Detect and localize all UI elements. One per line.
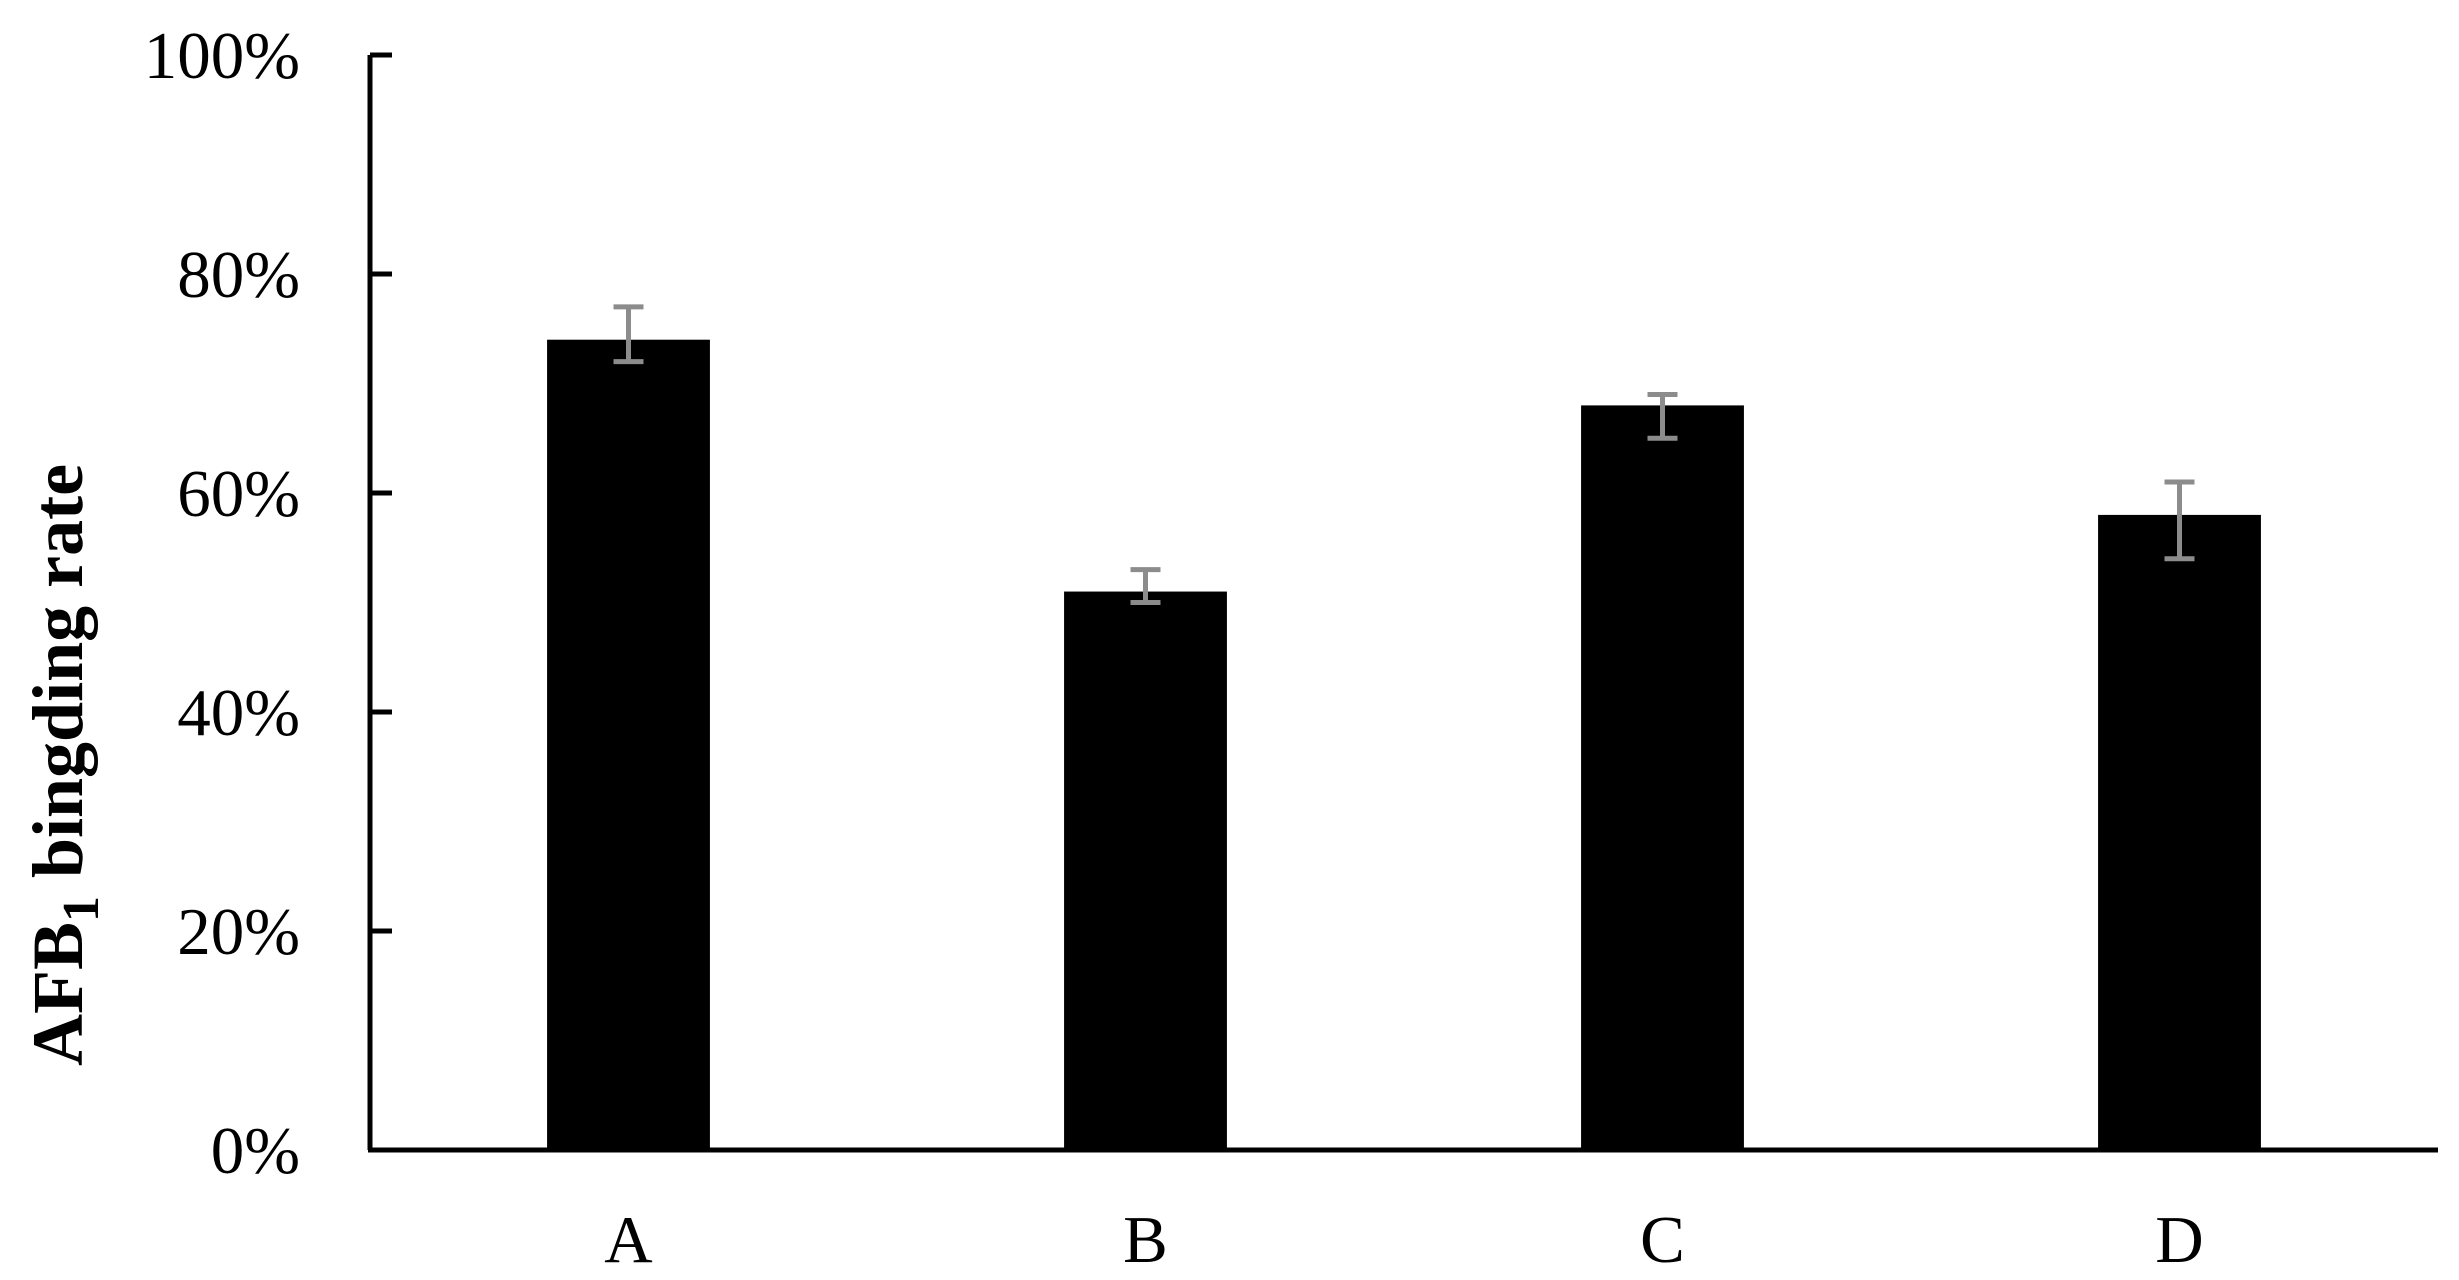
y-tick-label: 60% xyxy=(177,457,300,531)
y-axis-title-subscript: 1 xyxy=(53,896,110,922)
x-tick-label-c: C xyxy=(1640,1203,1685,1277)
bar-d xyxy=(2098,514,2261,1150)
error-bar-c xyxy=(1647,391,1678,441)
y-tick-label: 0% xyxy=(211,1114,300,1188)
y-tick-label: 100% xyxy=(144,19,300,93)
bar-c xyxy=(1581,405,1744,1150)
error-bar-a xyxy=(613,304,644,365)
axes-layer xyxy=(367,55,2438,1153)
x-tick-label-a: A xyxy=(604,1203,652,1277)
y-axis-title-main: AFB xyxy=(18,922,98,1066)
error-bar-d xyxy=(2164,479,2195,562)
y-tick-label: 20% xyxy=(177,895,300,969)
bar-b xyxy=(1064,591,1227,1150)
error-bars-layer xyxy=(613,304,2195,605)
y-tick-label: 80% xyxy=(177,238,300,312)
y-ticks-layer: 0% 20% 40% 60% 80% 100% xyxy=(144,19,392,1188)
x-tick-label-b: B xyxy=(1123,1203,1168,1277)
x-labels-layer: A B C D xyxy=(604,1203,2203,1277)
bars-layer xyxy=(547,339,2261,1150)
y-tick-label: 40% xyxy=(177,676,300,750)
bar-a xyxy=(547,339,710,1150)
error-bar-b xyxy=(1130,567,1161,605)
x-tick-label-d: D xyxy=(2155,1203,2203,1277)
y-axis-title: AFB1 bingding rate xyxy=(18,464,110,1066)
y-axis-title-rest: bingding rate xyxy=(18,464,98,896)
